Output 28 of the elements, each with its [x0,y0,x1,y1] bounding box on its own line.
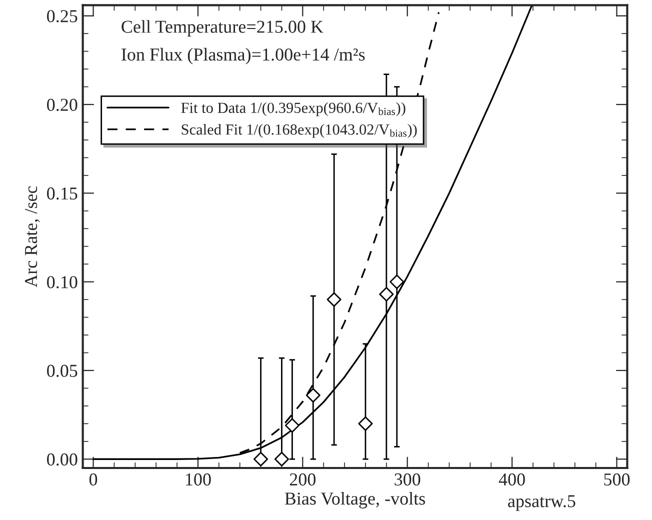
annotation: Cell Temperature=215.00 K [122,20,324,37]
line-series [92,5,533,460]
point [326,292,342,307]
point [306,388,320,403]
point [284,418,300,433]
y-tick-label: 0.00 [47,453,78,466]
y-tick-label: 0.20 [47,98,78,112]
legend-label: Scaled Fit 1/(0.168exp(1043.02/V$_{bias}$)) [182,124,417,138]
x-tick-label: 300 [394,473,420,486]
x-axis-title: Bias Voltage, -volts [284,492,425,508]
y-tick-label: 0.25 [47,10,78,22]
x-tick-label: 0 [89,473,98,486]
text: apsatrw.5 [508,495,576,511]
point [254,452,268,466]
y-tick-label: 0.10 [47,276,78,288]
x-tick-label: 400 [498,473,525,486]
x-tick-label: 100 [186,473,211,486]
x-tick-label: 500 [604,473,630,486]
point [390,274,404,290]
legend-label: Fit to Data 1/(0.395exp(960.6/V$_{bias}$)) [181,102,406,116]
y-tick-label: 0.05 [47,364,78,377]
x-tick-label: 200 [290,473,316,486]
y-tick-label: 0.15 [47,187,78,200]
point [379,286,394,302]
annotation: Ion Flux (Plasma)=1.00e+14 /m²s [122,48,365,64]
point [274,452,290,466]
y-axis-title: Arc Rate, /sec [25,186,40,288]
point [358,416,373,431]
